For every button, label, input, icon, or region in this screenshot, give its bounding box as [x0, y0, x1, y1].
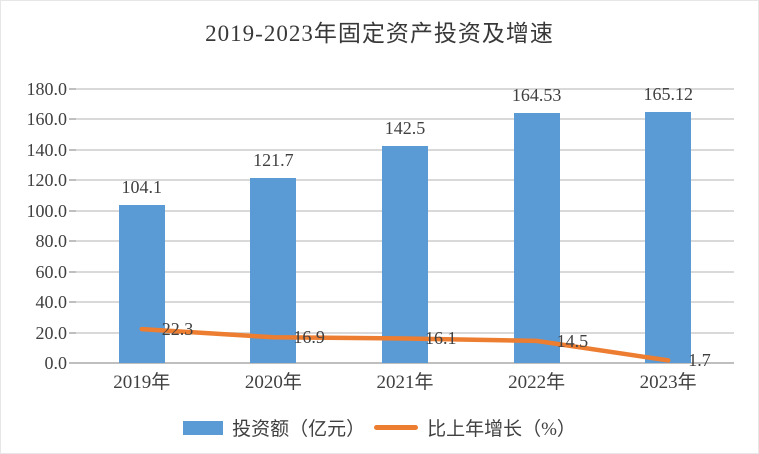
y-axis-tick — [69, 210, 76, 212]
bar-2021年 — [382, 146, 428, 363]
legend-bar-label: 投资额（亿元） — [232, 419, 366, 440]
y-axis-tick — [69, 149, 76, 151]
line-value-label: 16.9 — [293, 327, 325, 348]
y-axis-tick — [69, 118, 76, 120]
y-axis-label: 180.0 — [26, 79, 68, 99]
bar-2020年 — [250, 177, 297, 363]
y-axis-tick — [69, 332, 76, 334]
chart-title: 2019-2023年固定资产投资及增速 — [205, 21, 554, 46]
y-axis-label: 40.0 — [35, 292, 68, 312]
gridline — [76, 118, 734, 120]
legend-line-swatch — [374, 425, 419, 430]
bar-value-label: 165.12 — [643, 83, 693, 104]
bar-2023年 — [645, 111, 692, 363]
line-value-label: 1.7 — [688, 350, 711, 371]
line-value-label: 16.1 — [425, 328, 457, 349]
y-axis-label: 0.0 — [44, 353, 68, 373]
bar-value-label: 121.7 — [253, 149, 294, 170]
y-axis-label: 120.0 — [26, 170, 68, 190]
y-axis-tick — [69, 301, 76, 303]
x-axis-label: 2023年 — [639, 372, 697, 393]
y-axis-label: 140.0 — [26, 140, 68, 160]
x-axis-line — [76, 362, 734, 364]
bar-2022年 — [513, 112, 560, 363]
x-axis-label: 2020年 — [244, 372, 302, 393]
y-axis-tick — [69, 88, 76, 90]
gridline — [76, 88, 734, 90]
x-axis-label: 2019年 — [113, 372, 171, 393]
line-value-label: 22.3 — [161, 319, 194, 340]
y-axis-tick — [69, 179, 76, 181]
bar-value-label: 142.5 — [384, 118, 426, 139]
y-axis-tick — [69, 240, 76, 242]
y-axis-label: 60.0 — [35, 262, 68, 282]
y-axis-label: 160.0 — [26, 109, 68, 129]
y-axis-tick — [69, 362, 76, 364]
legend-bar-swatch — [183, 420, 224, 435]
bar-2019年 — [118, 204, 165, 363]
bar-value-label: 104.1 — [121, 176, 163, 197]
y-axis-label: 20.0 — [35, 323, 68, 343]
legend-line-label: 比上年增长（%） — [427, 419, 576, 440]
line-value-label: 14.5 — [556, 330, 589, 351]
legend: 投资额（亿元） 比上年增长（%） — [1, 414, 758, 441]
y-axis-label: 80.0 — [35, 231, 68, 251]
y-axis-tick — [69, 271, 76, 273]
x-axis-label: 2021年 — [376, 372, 434, 393]
y-axis-label: 100.0 — [26, 201, 68, 221]
x-axis-label: 2022年 — [508, 372, 566, 393]
bar-value-label: 164.53 — [511, 84, 562, 105]
